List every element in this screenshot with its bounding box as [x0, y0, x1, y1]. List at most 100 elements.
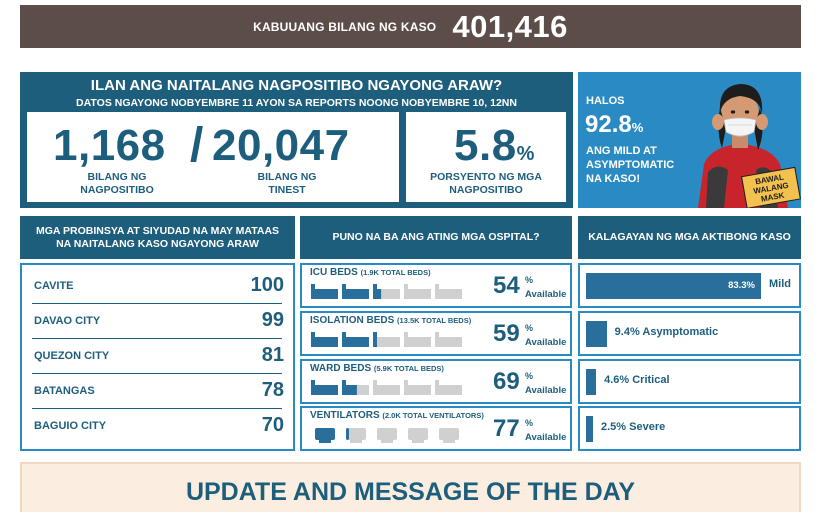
hospital-capacity-card: VENTILATORS (2.0K TOTAL VENTILATORS) 77 …: [300, 406, 572, 451]
hospital-capacity-card: ISOLATION BEDS (13.5K TOTAL BEDS) 59 % A…: [300, 311, 572, 356]
positivity-rate-box: 5.8% PORSYENTO NG MGA NAGPOSITIBO: [406, 112, 566, 202]
hospital-available-percent: 54: [493, 272, 520, 299]
provinces-panel: CAVITE 100 DAVAO CITY 99 QUEZON CITY 81 …: [20, 263, 295, 451]
promo-text: ANG MILD AT ASYMPTOMATIC NA KASO!: [586, 144, 698, 186]
tested-label-line2: TINEST: [268, 184, 306, 196]
tested-count: 20,047: [212, 121, 350, 170]
ventilator-icon: [346, 428, 366, 443]
positives-panel: ILAN ANG NAITALANG NAGPOSITIBO NGAYONG A…: [20, 72, 573, 208]
province-row: BATANGAS 78: [32, 374, 284, 409]
active-case-card: 2.5% Severe: [578, 406, 801, 451]
hospital-available-label: Available: [525, 385, 567, 396]
hospital-label-name: VENTILATORS: [310, 410, 380, 421]
province-value: 81: [261, 344, 284, 366]
positivity-rate: 5.8%: [454, 124, 535, 176]
hospital-label-detail: (2.0K TOTAL VENTILATORS): [382, 411, 484, 420]
active-case-card: 83.3% Mild: [578, 263, 801, 308]
provinces-header: MGA PROBINSYA AT SIYUDAD NA MAY MATAAS N…: [20, 216, 295, 259]
masked-woman-illustration: BAWAL WALANG MASK: [698, 84, 801, 208]
province-name: QUEZON CITY: [34, 350, 110, 362]
ventilator-icon: [408, 428, 428, 443]
positive-label-line1: BILANG NG: [87, 171, 147, 183]
status-bar: [586, 321, 607, 347]
mask-sign-line3: MASK: [760, 191, 785, 204]
bed-icon: [311, 380, 338, 395]
total-cases-banner: KABUUANG BILANG NG KASO 401,416: [20, 5, 801, 48]
bed-icon: [311, 284, 338, 299]
status-bar: [586, 416, 593, 442]
hospital-label-name: ICU BEDS: [310, 267, 358, 278]
promo-percent-sign: %: [631, 120, 644, 135]
active-case-card: 4.6% Critical: [578, 359, 801, 404]
province-row: CAVITE 100: [32, 269, 284, 304]
province-name: CAVITE: [34, 280, 74, 292]
promo-halos: HALOS: [586, 95, 625, 107]
province-row: DAVAO CITY 99: [32, 304, 284, 339]
bed-icon: [404, 284, 431, 299]
province-name: DAVAO CITY: [34, 315, 101, 327]
positivity-label-line2: NAGPOSITIBO: [449, 184, 523, 196]
slash-divider: /: [190, 119, 204, 172]
update-title: UPDATE AND MESSAGE OF THE DAY: [185, 478, 636, 506]
hospital-percent-sign: %: [525, 323, 534, 333]
bed-icons: [311, 284, 462, 299]
hospital-label: ISOLATION BEDS (13.5K TOTAL BEDS): [310, 315, 471, 326]
bed-icon: [342, 332, 369, 347]
top-strip: [0, 0, 822, 4]
hospital-label: ICU BEDS (1.9K TOTAL BEDS): [310, 267, 431, 278]
bed-icons: [311, 332, 462, 347]
promo-text-line2: ASYMPTOMATIC: [586, 159, 675, 171]
promo-text-line3: NA KASO!: [586, 173, 640, 185]
hospital-label-detail: (1.9K TOTAL BEDS): [360, 268, 431, 277]
tested-label-line1: BILANG NG: [257, 171, 317, 183]
province-value: 78: [261, 379, 284, 401]
hospital-label-detail: (13.5K TOTAL BEDS): [397, 316, 472, 325]
bed-icon: [373, 380, 400, 395]
bed-icon: [435, 284, 462, 299]
status-bar: 83.3%: [586, 273, 761, 299]
hospital-available-label: Available: [525, 432, 567, 443]
hospital-available-percent: 59: [493, 320, 520, 347]
total-cases-label: KABUUANG BILANG NG KASO: [253, 19, 437, 34]
positivity-label: PORSYENTO NG MGA NAGPOSITIBO: [416, 171, 556, 197]
province-value: 99: [261, 309, 284, 331]
total-cases-value: 401,416: [452, 8, 568, 44]
hospital-label-detail: (5.9K TOTAL BEDS): [373, 364, 444, 373]
active-case-card: 9.4% Asymptomatic: [578, 311, 801, 356]
province-name: BATANGAS: [34, 385, 95, 397]
bed-icon: [435, 380, 462, 395]
hospital-label-name: ISOLATION BEDS: [310, 315, 395, 326]
positives-subtitle: DATOS NGAYONG NOBYEMBRE 11 AYON SA REPOR…: [76, 97, 517, 109]
ventilator-icon: [315, 428, 335, 443]
hospital-percent-sign: %: [525, 418, 534, 428]
hospital-label-name: WARD BEDS: [310, 363, 372, 374]
hospital-percent-sign: %: [525, 275, 534, 285]
bed-icon: [342, 380, 369, 395]
status-label: 2.5% Severe: [601, 421, 666, 433]
hospitals-header: PUNO NA BA ANG ATING MGA OSPITAL?: [300, 216, 572, 259]
bed-icons: [311, 380, 462, 395]
promo-percent-value: 92.8: [585, 111, 632, 138]
promo-percent: 92.8%: [585, 112, 643, 141]
promo-text-line1: ANG MILD AT: [586, 145, 657, 157]
update-banner: UPDATE AND MESSAGE OF THE DAY: [20, 462, 801, 512]
status-bar: [586, 369, 597, 395]
positives-title: ILAN ANG NAITALANG NAGPOSITIBO NGAYONG A…: [90, 77, 503, 94]
hospital-label: WARD BEDS (5.9K TOTAL BEDS): [310, 363, 444, 374]
positivity-rate-sign: %: [516, 143, 535, 165]
active-cases-header: KALAGAYAN NG MGA AKTIBONG KASO: [578, 216, 801, 259]
positive-tested-box: 1,168 / 20,047 BILANG NG NAGPOSITIBO BIL…: [27, 112, 399, 202]
ventilator-icon: [377, 428, 397, 443]
status-label: 4.6% Critical: [604, 374, 670, 386]
hospital-available-percent: 69: [493, 368, 520, 395]
province-row: QUEZON CITY 81: [32, 339, 284, 374]
mild-asymptomatic-promo: HALOS 92.8% ANG MILD AT ASYMPTOMATIC NA …: [578, 72, 801, 208]
hospital-label: VENTILATORS (2.0K TOTAL VENTILATORS): [310, 410, 484, 421]
bed-icon: [404, 380, 431, 395]
bed-icon: [404, 332, 431, 347]
status-bar-percent: 83.3%: [728, 280, 755, 291]
positivity-rate-value: 5.8: [454, 121, 517, 170]
hospital-percent-sign: %: [525, 371, 534, 381]
positivity-label-line1: PORSYENTO NG MGA: [430, 171, 542, 183]
positive-label-line2: NAGPOSITIBO: [80, 184, 154, 196]
